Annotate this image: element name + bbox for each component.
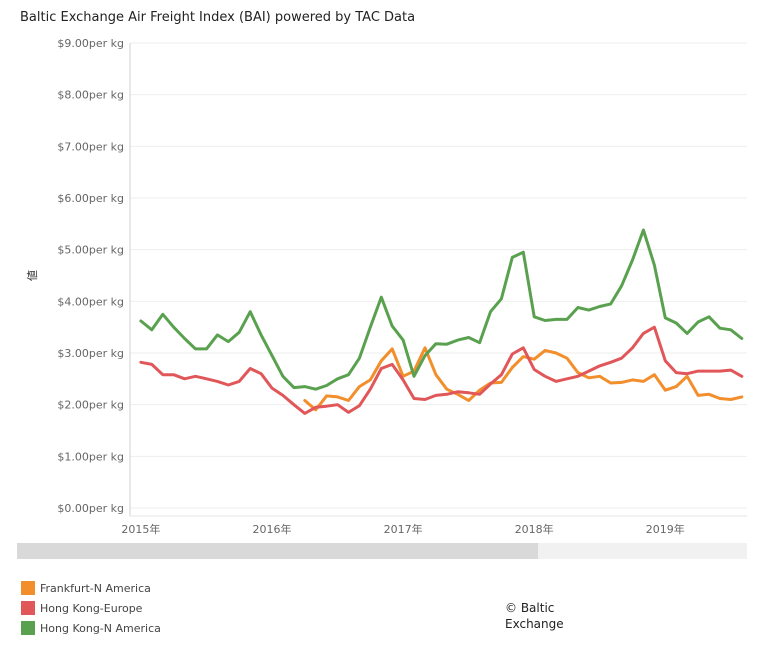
legend-label: Hong Kong-N America (40, 621, 161, 635)
scrollbar-thumb[interactable] (17, 543, 538, 559)
copyright-line: © Baltic (505, 601, 555, 615)
horizontal-scrollbar[interactable] (17, 543, 747, 559)
copyright-line: Exchange (505, 617, 564, 631)
y-tick-label: $8.00per kg (57, 89, 124, 102)
x-tick-label: 2016年 (253, 522, 292, 536)
y-tick-label: $2.00per kg (57, 399, 124, 412)
x-tick-label: 2018年 (515, 522, 554, 536)
chart-area: $0.00per kg $1.00per kg $2.00per kg $3.00pe… (26, 37, 747, 536)
y-tick-label: $1.00per kg (57, 450, 124, 463)
series-line-frankfurt-n-america[interactable] (303, 346, 744, 412)
legend-item-hong-kong-n-america[interactable]: Hong Kong-N America (21, 618, 161, 638)
y-tick-label: $5.00per kg (57, 244, 124, 257)
legend-swatch (21, 621, 35, 635)
chart-title: Baltic Exchange Air Freight Index (BAI) … (20, 10, 416, 25)
legend-label: Frankfurt-N America (40, 581, 151, 595)
series-lines (139, 228, 744, 415)
x-tick-label: 2015年 (121, 522, 160, 536)
y-tick-label: $0.00per kg (57, 502, 124, 515)
x-tick-label: 2019年 (646, 522, 685, 536)
y-axis: $0.00per kg $1.00per kg $2.00per kg $3.00pe… (57, 37, 124, 515)
copyright-notice: © Baltic Exchange (505, 600, 564, 632)
legend-item-frankfurt-n-america[interactable]: Frankfurt-N America (21, 578, 161, 598)
series-line-hong-kong-europe[interactable] (139, 325, 744, 415)
y-tick-label: $3.00per kg (57, 347, 124, 360)
y-tick-label: $4.00per kg (57, 295, 124, 308)
legend-swatch (21, 581, 35, 595)
y-tick-label: $9.00per kg (57, 37, 124, 50)
legend-item-hong-kong-europe[interactable]: Hong Kong-Europe (21, 598, 161, 618)
grid-lines (129, 42, 747, 517)
y-axis-label: 値 (26, 270, 39, 281)
legend: Frankfurt-N America Hong Kong-Europe Hon… (21, 578, 161, 638)
x-tick-label: 2017年 (384, 522, 423, 536)
y-tick-label: $7.00per kg (57, 140, 124, 153)
x-axis: 2015年 2016年 2017年 2018年 2019年 (121, 522, 684, 536)
legend-label: Hong Kong-Europe (40, 601, 143, 615)
series-line-hong-kong-n-america[interactable] (139, 228, 744, 391)
legend-swatch (21, 601, 35, 615)
y-tick-label: $6.00per kg (57, 192, 124, 205)
